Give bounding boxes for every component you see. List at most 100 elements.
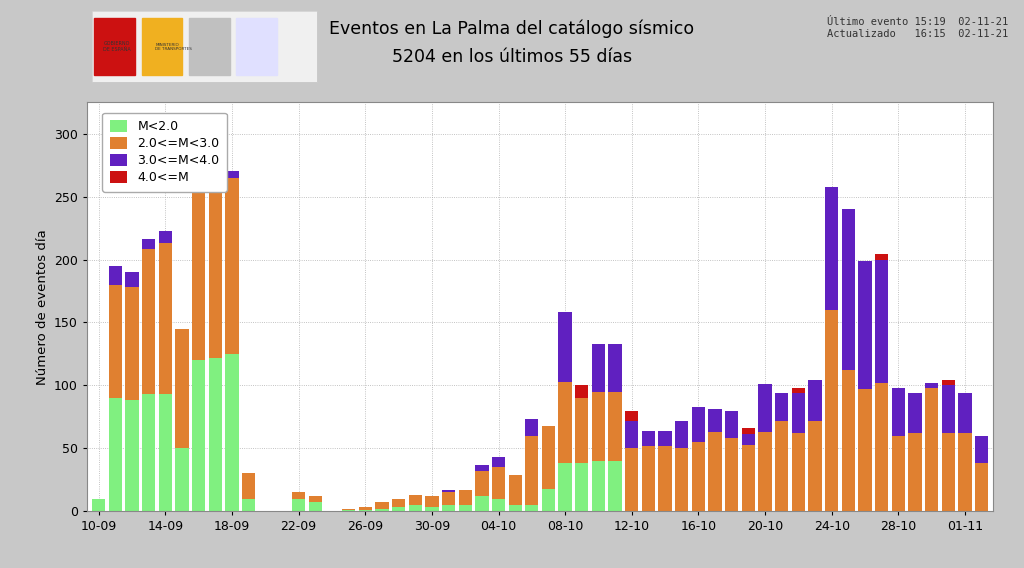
Bar — [125, 272, 138, 287]
Bar — [175, 448, 188, 511]
Bar — [692, 407, 706, 442]
Bar — [741, 435, 755, 445]
Bar — [608, 344, 622, 392]
Bar — [842, 370, 855, 511]
Bar — [409, 505, 422, 511]
Text: Eventos en La Palma del catálogo sísmico: Eventos en La Palma del catálogo sísmico — [330, 20, 694, 39]
Bar — [109, 285, 122, 398]
Bar — [958, 433, 972, 511]
Bar — [874, 260, 889, 383]
Bar — [225, 172, 239, 178]
Bar — [725, 438, 738, 511]
Bar — [209, 358, 222, 511]
Bar — [942, 433, 955, 511]
Bar — [925, 388, 938, 511]
Bar — [558, 382, 571, 463]
Bar — [141, 19, 182, 75]
Bar — [342, 509, 355, 510]
Bar — [442, 490, 456, 492]
Bar — [92, 499, 105, 511]
Bar — [159, 231, 172, 243]
Bar — [725, 411, 738, 438]
Bar — [492, 457, 505, 467]
Bar — [874, 254, 889, 260]
Bar — [608, 461, 622, 511]
Bar — [225, 354, 239, 511]
Bar — [792, 393, 805, 433]
Bar — [109, 398, 122, 511]
Bar — [292, 499, 305, 511]
Bar — [575, 463, 589, 511]
Bar — [642, 446, 655, 511]
Bar — [892, 388, 905, 436]
Bar — [392, 499, 406, 507]
Bar — [575, 398, 589, 463]
Bar — [409, 495, 422, 505]
Bar — [191, 190, 206, 360]
Bar — [442, 492, 456, 505]
Bar — [608, 392, 622, 461]
Text: GOBIERNO
DE ESPAÑA: GOBIERNO DE ESPAÑA — [103, 41, 131, 52]
Bar — [425, 507, 438, 511]
Bar — [509, 505, 522, 511]
Bar — [475, 471, 488, 496]
Bar — [159, 243, 172, 394]
Text: Último evento 15:19  02-11-21
Actualizado   16:15  02-11-21: Último evento 15:19 02-11-21 Actualizado… — [827, 17, 1009, 39]
Bar — [592, 461, 605, 511]
Bar — [642, 431, 655, 446]
Bar — [125, 400, 138, 511]
Bar — [792, 388, 805, 393]
Bar — [942, 381, 955, 385]
Bar — [625, 448, 638, 511]
Bar — [908, 433, 922, 511]
Bar — [159, 394, 172, 511]
Bar — [525, 419, 539, 436]
Bar — [874, 383, 889, 511]
Bar — [342, 510, 355, 511]
Bar — [842, 209, 855, 370]
Bar — [808, 381, 821, 420]
Bar — [242, 474, 255, 499]
Bar — [858, 261, 871, 389]
Bar — [658, 446, 672, 511]
Bar — [942, 385, 955, 433]
Bar — [358, 507, 372, 510]
Bar — [94, 19, 135, 75]
Bar — [375, 502, 388, 509]
Bar — [475, 496, 488, 511]
Bar — [975, 463, 988, 511]
Bar — [375, 509, 388, 511]
Bar — [958, 393, 972, 433]
Bar — [741, 428, 755, 435]
Bar — [542, 488, 555, 511]
Bar — [709, 432, 722, 511]
Bar — [492, 499, 505, 511]
Bar — [189, 19, 229, 75]
Bar — [209, 178, 222, 184]
Bar — [775, 393, 788, 420]
Bar — [125, 287, 138, 400]
Bar — [308, 502, 322, 511]
Bar — [709, 410, 722, 432]
Bar — [492, 467, 505, 499]
Bar — [759, 432, 772, 511]
Bar — [175, 329, 188, 448]
Y-axis label: Número de eventos día: Número de eventos día — [36, 229, 48, 385]
Bar — [392, 507, 406, 511]
Bar — [542, 425, 555, 488]
Bar — [625, 411, 638, 420]
Legend: M<2.0, 2.0<=M<3.0, 3.0<=M<4.0, 4.0<=M: M<2.0, 2.0<=M<3.0, 3.0<=M<4.0, 4.0<=M — [102, 112, 227, 192]
Bar — [558, 312, 571, 382]
Bar — [425, 496, 438, 507]
Bar — [592, 344, 605, 392]
Bar — [459, 505, 472, 511]
Bar — [892, 436, 905, 511]
Bar — [775, 420, 788, 511]
Bar — [237, 19, 276, 75]
Bar — [575, 385, 589, 398]
Bar — [925, 383, 938, 388]
Bar — [109, 266, 122, 285]
Bar — [592, 392, 605, 461]
Bar — [509, 475, 522, 505]
Bar — [759, 384, 772, 432]
